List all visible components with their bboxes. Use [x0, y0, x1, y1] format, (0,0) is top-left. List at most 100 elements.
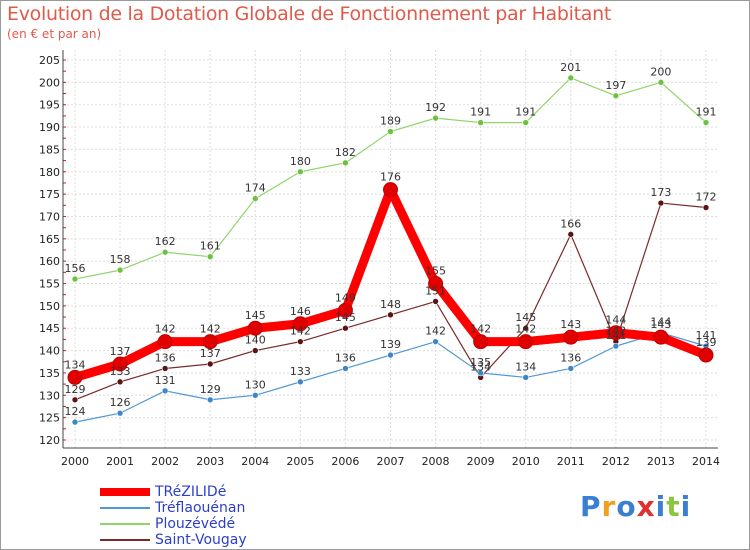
y-tick-label: 205 [39, 54, 60, 67]
data-point-treflaouenan [342, 365, 349, 372]
label-layer: 156 158 162 161 174 180 182 189 192 191 191 201 197 2… [65, 61, 717, 418]
legend-swatch-saint-vougay [100, 539, 150, 541]
data-point-plouzevede [477, 119, 484, 126]
data-label-treflaouenan: 124 [65, 405, 86, 418]
data-point-saint-vougay [657, 199, 665, 207]
axis-layer: 1201251301351401451501551601651701751801… [39, 50, 720, 468]
data-point-treflaouenan [206, 396, 214, 404]
y-tick-label: 140 [39, 345, 60, 358]
data-point-saint-vougay [702, 204, 710, 211]
data-label-plouzevede: 201 [560, 61, 581, 74]
x-tick-label: 2013 [647, 455, 675, 468]
y-tick-label: 160 [39, 255, 60, 268]
data-point-saint-vougay [522, 324, 530, 332]
data-label-plouzevede: 200 [650, 65, 671, 78]
data-label-treflaouenan: 136 [560, 351, 581, 364]
data-label-trezilide: 142 [155, 323, 176, 336]
y-tick-label: 120 [39, 434, 60, 447]
data-point-trezilide [67, 369, 83, 385]
data-label-trezilide: 143 [560, 318, 581, 331]
data-label-plouzevede: 180 [290, 155, 311, 168]
data-label-saint-vougay: 134 [470, 360, 491, 373]
y-tick-label: 165 [39, 233, 60, 246]
x-tick-label: 2003 [196, 455, 224, 468]
data-point-trezilide [337, 302, 353, 318]
data-label-trezilide: 134 [65, 358, 86, 371]
data-label-plouzevede: 174 [245, 182, 266, 195]
data-point-trezilide [518, 334, 534, 350]
data-point-treflaouenan [116, 409, 124, 417]
data-point-trezilide [428, 276, 444, 292]
data-point-treflaouenan [161, 387, 169, 395]
data-label-trezilide: 155 [425, 265, 446, 278]
data-point-saint-vougay [251, 347, 259, 354]
data-label-saint-vougay: 129 [65, 383, 86, 396]
chart-subtitle: (en € et par an) [7, 27, 102, 41]
logo-letter: t [666, 490, 681, 523]
data-point-trezilide [157, 334, 173, 350]
data-point-trezilide [563, 329, 579, 345]
chart-title: Evolution de la Dotation Globale de Fonc… [7, 3, 612, 25]
data-label-plouzevede: 189 [380, 115, 401, 128]
y-tick-label: 200 [39, 76, 60, 89]
data-point-plouzevede [251, 195, 259, 202]
data-point-trezilide [202, 334, 218, 350]
data-label-treflaouenan: 141 [605, 329, 626, 342]
data-point-trezilide [247, 320, 263, 336]
data-point-treflaouenan [522, 374, 530, 381]
data-label-treflaouenan: 134 [515, 360, 536, 373]
data-point-plouzevede [702, 119, 710, 126]
data-point-plouzevede [297, 168, 304, 176]
x-tick-label: 2012 [602, 455, 630, 468]
data-point-treflaouenan [567, 365, 575, 372]
x-tick-label: 2000 [61, 455, 89, 468]
legend-label-plouzevede: Plouzévédé [155, 516, 236, 532]
data-label-plouzevede: 156 [65, 262, 86, 275]
data-label-plouzevede: 191 [470, 106, 491, 119]
data-point-plouzevede [657, 79, 665, 86]
data-label-plouzevede: 158 [110, 253, 131, 266]
data-label-trezilide: 146 [290, 305, 311, 318]
data-label-saint-vougay: 137 [200, 347, 221, 360]
data-label-saint-vougay: 151 [425, 284, 446, 297]
data-label-trezilide: 145 [245, 309, 266, 322]
y-tick-label: 185 [39, 143, 60, 156]
data-point-saint-vougay [387, 311, 394, 319]
y-tick-label: 170 [39, 210, 60, 223]
data-point-trezilide [473, 334, 489, 350]
data-point-plouzevede [387, 128, 394, 135]
logo-letter: r [601, 490, 617, 523]
logo-letter: P [580, 490, 602, 523]
data-label-trezilide: 142 [200, 323, 221, 336]
data-label-plouzevede: 182 [335, 146, 356, 159]
data-point-treflaouenan [387, 351, 394, 359]
data-label-trezilide: 149 [335, 291, 356, 304]
legend-label-treflaouenan: Tréflaouénan [155, 500, 246, 516]
data-point-saint-vougay [71, 396, 79, 404]
data-point-plouzevede [342, 159, 349, 167]
data-label-trezilide: 142 [470, 323, 491, 336]
data-point-treflaouenan [251, 391, 259, 399]
x-tick-label: 2005 [286, 455, 314, 468]
data-point-treflaouenan [297, 378, 304, 386]
x-tick-label: 2008 [422, 455, 450, 468]
data-label-saint-vougay: 136 [155, 351, 176, 364]
legend-swatch-plouzevede [100, 523, 150, 525]
series-layer [67, 74, 714, 426]
legend-label-trezilide: TRéZILIDé [155, 484, 227, 500]
data-label-treflaouenan: 131 [155, 374, 176, 387]
data-point-saint-vougay [567, 231, 575, 238]
data-label-treflaouenan: 136 [335, 351, 356, 364]
data-point-plouzevede [432, 114, 439, 122]
y-tick-label: 155 [39, 278, 60, 291]
data-label-saint-vougay: 145 [335, 311, 356, 324]
data-label-treflaouenan: 144 [650, 316, 671, 329]
x-tick-label: 2002 [151, 455, 179, 468]
x-tick-label: 2007 [377, 455, 405, 468]
data-point-treflaouenan [71, 418, 79, 426]
data-point-saint-vougay [161, 365, 169, 372]
legend-label-saint-vougay: Saint-Vougay [155, 532, 247, 548]
data-point-treflaouenan [477, 369, 484, 377]
logo-letter: o [616, 490, 637, 523]
